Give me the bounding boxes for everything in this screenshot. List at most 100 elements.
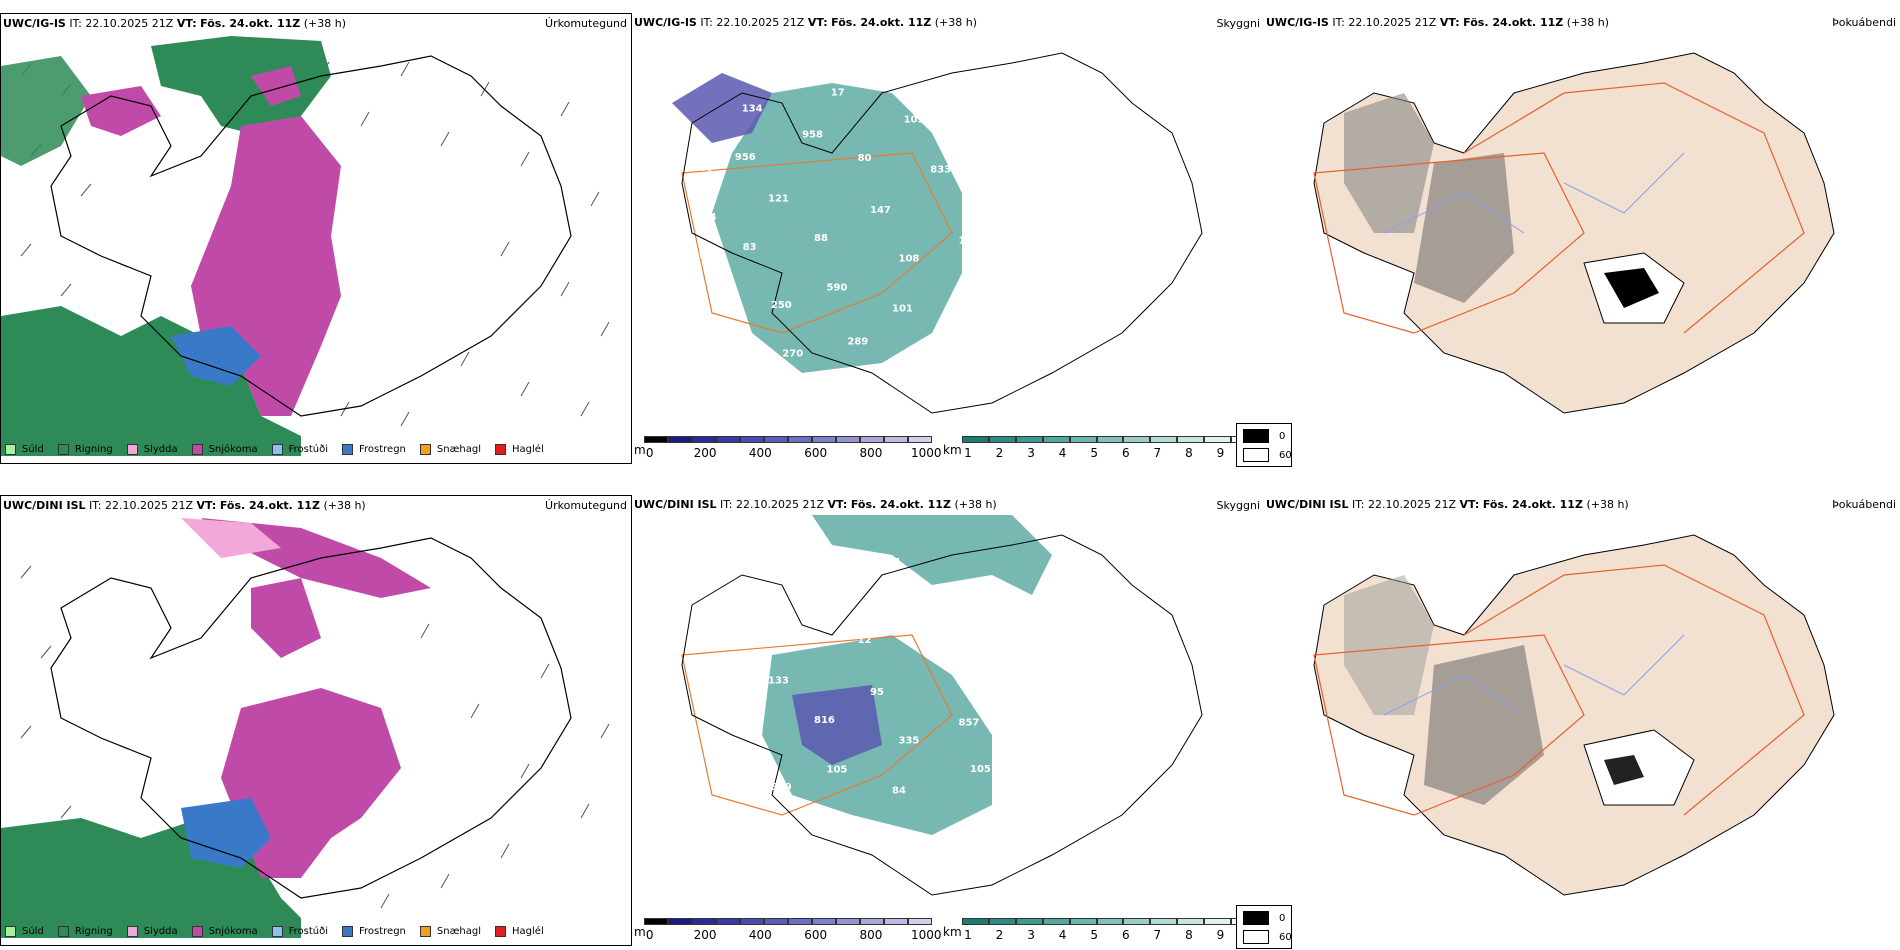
colorbar-segment bbox=[988, 918, 1016, 925]
colorbar-segment bbox=[716, 436, 740, 443]
ceiling-value-label: 101 bbox=[892, 304, 913, 315]
ceiling-value-label: 103 bbox=[904, 115, 925, 126]
legend-item: Frostúði bbox=[271, 926, 328, 937]
legend-swatch bbox=[495, 926, 507, 937]
colorbar-segment bbox=[1150, 918, 1178, 925]
colorbar-tick-label: 1 bbox=[964, 928, 972, 942]
ceiling-colorbar: 0 200 400 600 800 1000 bbox=[644, 918, 942, 942]
colorbar-tick-label: 8 bbox=[1185, 446, 1193, 460]
ceiling-value-label: 168 bbox=[930, 647, 951, 658]
legend-item: Slydda bbox=[126, 444, 178, 455]
legend-swatch bbox=[419, 926, 431, 937]
cloud-map-row2: 95 816 12 335 133 168 105 262 857 302 48 84 179 242 85… bbox=[681, 515, 1203, 896]
ceiling-value-label: 857 bbox=[959, 717, 980, 728]
ceiling-value-label: 292 bbox=[710, 288, 731, 299]
ceiling-value-label: 262 bbox=[802, 611, 823, 622]
colorbar-segment bbox=[1015, 436, 1043, 443]
colorbar-segment bbox=[1069, 436, 1097, 443]
field-name: Skyggni bbox=[1216, 17, 1260, 30]
legend-swatch bbox=[57, 444, 69, 455]
sleet-area bbox=[181, 518, 281, 558]
ceiling-value-label: 285 bbox=[992, 138, 1013, 149]
ceiling-value-label: 108 bbox=[899, 253, 920, 264]
colorbar-segment bbox=[644, 436, 668, 443]
fog-legend: 0 60 bbox=[1236, 905, 1292, 949]
legend-item: Frostúði bbox=[271, 444, 328, 455]
ceiling-value-label: 80 bbox=[858, 153, 872, 164]
colorbar-segment bbox=[716, 918, 740, 925]
ceiling-value-label: 301 bbox=[992, 221, 1013, 232]
ceiling-value-label: 88 bbox=[814, 233, 828, 244]
ceiling-value-label: 276 bbox=[696, 694, 717, 705]
rain-area-north bbox=[151, 36, 331, 136]
colorbar-segment bbox=[1177, 436, 1205, 443]
colorbar-tick-label: 2 bbox=[995, 928, 1004, 942]
ceiling-value-label: 147 bbox=[870, 205, 891, 216]
iceland-coastline bbox=[681, 534, 1203, 896]
precip-map-row1 bbox=[1, 36, 610, 456]
colorbar-segment bbox=[884, 436, 908, 443]
colorbar-segment bbox=[884, 918, 908, 925]
ceiling-value-label: 83 bbox=[743, 242, 757, 253]
iceland-coastline bbox=[50, 55, 572, 417]
ceiling-area bbox=[792, 685, 882, 765]
colorbar-segment bbox=[668, 918, 692, 925]
colorbar-segment bbox=[860, 918, 884, 925]
ceiling-value-label: 430 bbox=[946, 330, 967, 341]
legend-item: Súld bbox=[5, 926, 44, 937]
ceiling-value-label: 110 bbox=[781, 75, 802, 86]
legend-item: Snjókoma bbox=[191, 926, 258, 937]
colorbar-segment bbox=[908, 436, 932, 443]
rain-area-west bbox=[1, 56, 91, 166]
colorbar-segment bbox=[988, 436, 1016, 443]
field-name: Skyggni bbox=[1216, 499, 1260, 512]
wind-barbs bbox=[20, 565, 610, 909]
colorbar-segment bbox=[1123, 918, 1151, 925]
ceiling-labels: 147 88 80 108 121 833 590 958 120 83 103 101 956 45 25… bbox=[692, 75, 1013, 360]
roads bbox=[681, 152, 953, 334]
colorbar-tick-label: 400 bbox=[748, 928, 772, 942]
colorbar-segment bbox=[668, 436, 692, 443]
colorbar-segment bbox=[836, 436, 860, 443]
ceiling-value-label: 242 bbox=[988, 662, 1009, 673]
colorbar-segment bbox=[1150, 436, 1178, 443]
colorbar-tick-label: 6 bbox=[1121, 446, 1130, 460]
fog-area bbox=[1344, 575, 1434, 715]
legend-item: Snæhagl bbox=[419, 926, 481, 937]
colorbar-tick-label: 6 bbox=[1121, 928, 1130, 942]
legend-swatch bbox=[271, 444, 283, 455]
colorbar-tick-label: 200 bbox=[693, 928, 717, 942]
ceiling-value-label: 289 bbox=[847, 337, 868, 348]
colorbar-segment bbox=[692, 436, 716, 443]
snow-area-mid bbox=[251, 578, 321, 658]
ceiling-value-label: 197 bbox=[692, 251, 713, 262]
cloud-panel-row2: UWC/DINI ISL IT: 22.10.2025 21Z VT: Fös.… bbox=[632, 495, 1264, 946]
visibility-area-north bbox=[812, 515, 1052, 595]
legend-item: Rigning bbox=[57, 926, 113, 937]
snow-area-north bbox=[251, 66, 301, 106]
fog-dense bbox=[1604, 755, 1644, 785]
legend-item: Slydda bbox=[126, 926, 178, 937]
ceiling-value-label: 102 bbox=[710, 770, 731, 781]
ceiling-value-label: 12 bbox=[858, 635, 872, 646]
colorbar-tick-label: 600 bbox=[804, 446, 828, 460]
ceiling-value-label: 133 bbox=[768, 675, 789, 686]
colorbar-segment bbox=[812, 436, 836, 443]
ceiling-value-label: 81 bbox=[887, 557, 901, 568]
visibility-colorbar: 12345678910 bbox=[962, 436, 1260, 460]
colorbar-tick-label: 7 bbox=[1153, 446, 1162, 460]
precip-panel-row2: UWC/DINI ISL IT: 22.10.2025 21Z VT: Fös.… bbox=[0, 495, 632, 946]
ceiling-value-label: 250 bbox=[771, 300, 792, 311]
freezing-rain-area bbox=[171, 326, 261, 386]
rivers bbox=[1383, 634, 1685, 716]
ceiling-value-label: 48 bbox=[904, 597, 918, 608]
ceiling-colorbar: 0 200 400 600 800 1000 bbox=[644, 436, 942, 460]
precip-map-row2 bbox=[1, 518, 610, 938]
colorbar-segment bbox=[788, 918, 812, 925]
ceiling-unit: m bbox=[634, 925, 646, 939]
ceiling-unit: m bbox=[634, 443, 646, 457]
rain-area bbox=[1, 306, 301, 456]
roads bbox=[1313, 82, 1805, 334]
iceland-coastline bbox=[50, 537, 572, 899]
legend-swatch bbox=[57, 926, 69, 937]
